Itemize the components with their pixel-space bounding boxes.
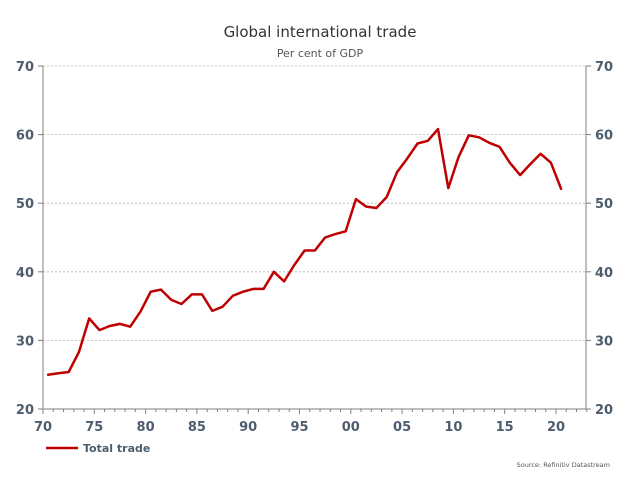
x-tick-label: 10 — [444, 420, 462, 435]
legend: Total trade — [46, 442, 150, 455]
y-tick-label-left: 20 — [16, 403, 34, 418]
y-tick-label-right: 20 — [595, 403, 613, 418]
series-line-total-trade — [46, 127, 563, 376]
legend-label-total-trade: Total trade — [83, 442, 150, 455]
x-tick-label: 75 — [85, 420, 103, 435]
x-tick-label: 90 — [239, 420, 257, 435]
x-axis-labels: 70 75 80 85 90 95 00 05 10 15 20 — [34, 420, 565, 435]
axes — [38, 65, 591, 410]
y-axis-left-labels: 20 30 40 50 60 70 — [16, 60, 34, 418]
y-tick-label-left: 30 — [16, 334, 34, 349]
series-group — [46, 127, 563, 376]
x-tick-label: 05 — [393, 420, 411, 435]
x-tick-label: 00 — [342, 420, 360, 435]
x-tick-label: 15 — [496, 420, 514, 435]
y-tick-label-right: 70 — [595, 60, 613, 75]
y-tick-label-right: 60 — [595, 129, 613, 144]
y-tick-label-left: 70 — [16, 60, 34, 75]
chart-subtitle: Per cent of GDP — [277, 47, 364, 60]
x-tick-label: 85 — [188, 420, 206, 435]
y-tick-label-right: 30 — [595, 334, 613, 349]
y-axis-right-labels: 20 30 40 50 60 70 — [595, 60, 613, 418]
source-note: Source: Refinitiv Datastream — [517, 461, 610, 469]
y-tick-label-right: 40 — [595, 266, 613, 281]
x-tick-label: 80 — [137, 420, 155, 435]
y-tick-label-left: 60 — [16, 129, 34, 144]
y-tick-label-left: 40 — [16, 266, 34, 281]
chart-title: Global international trade — [224, 23, 417, 41]
y-tick-label-right: 50 — [595, 197, 613, 212]
x-tick-label: 70 — [34, 420, 52, 435]
x-axis-ticks — [42, 409, 588, 414]
gridlines — [43, 65, 586, 341]
x-tick-label: 95 — [290, 420, 308, 435]
y-tick-label-left: 50 — [16, 197, 34, 212]
x-tick-label: 20 — [547, 420, 565, 435]
